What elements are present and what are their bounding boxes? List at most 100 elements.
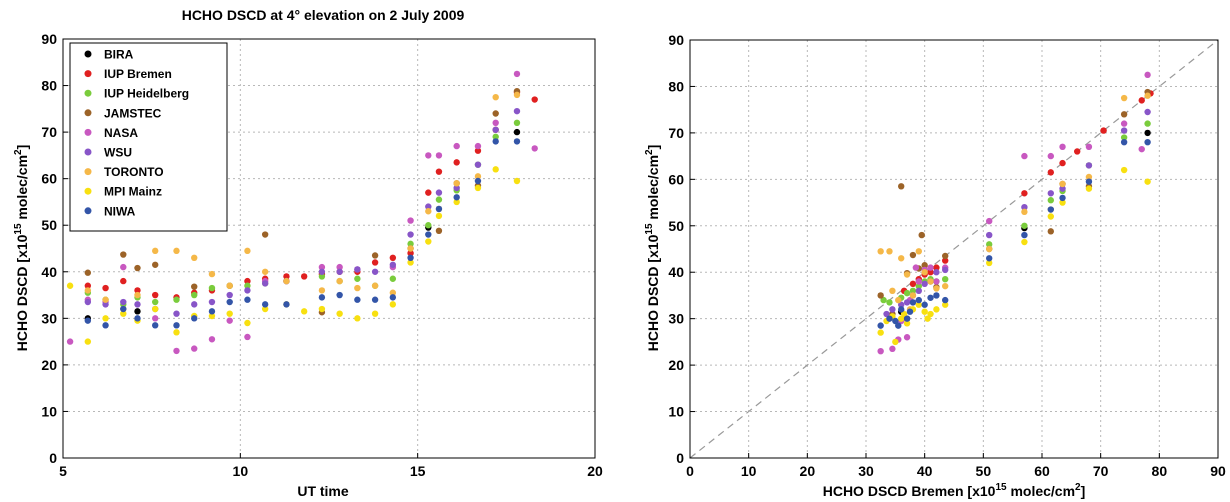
right-point [1144,120,1151,127]
right-point [1059,194,1066,202]
left-point-iup-bremen [84,282,92,289]
legend-marker [84,168,92,176]
left-point-nasa [191,345,198,352]
right-point [1047,152,1055,160]
left-y-tick-label: 90 [41,31,57,47]
right-point [986,255,993,262]
right-point [1021,204,1028,211]
left-point-iup-bremen [152,291,159,299]
right-x-tick-label: 60 [1034,463,1050,479]
right-point [927,264,934,271]
left-point-iup-bremen [474,147,482,154]
legend-marker [84,128,92,136]
left-point-niwa [191,315,198,322]
left-x-axis-label: UT time [297,483,349,499]
right-point [933,278,940,285]
left-point-jamstec [191,283,198,290]
right-point [909,287,917,294]
left-point-wsu [453,184,460,192]
right-scatter-chart: 0 10 20 30 40 50 60 70 80 90 0 10 20 30 40 50 60 70 80 90 H… [644,32,1226,499]
right-data-points [877,71,1154,355]
right-point [1085,162,1093,169]
right-y-tick-label: 40 [668,264,684,280]
left-point-jamstec [134,264,141,272]
left-point-mpi-mainz [354,315,361,322]
right-point [1085,178,1093,185]
left-point-wsu [371,268,379,275]
left-point-mpi-mainz [261,305,269,313]
left-point-nasa [425,152,432,159]
left-point-toronto [283,277,290,285]
right-point [909,292,917,299]
left-point-mpi-mainz [435,212,443,220]
right-point [933,285,940,292]
left-point-niwa [244,296,251,303]
left-point-wsu [425,203,432,210]
right-x-tick-label: 70 [1093,463,1109,479]
left-point-niwa [173,322,180,329]
right-point [1120,166,1128,174]
left-y-axis-label: HCHO DSCD [x1015 molec/cm2] [13,145,30,352]
left-point-mpi-mainz [152,305,159,313]
left-point-niwa [492,138,499,145]
left-point-niwa [84,317,92,324]
left-grid [62,38,596,459]
left-point-toronto [102,296,109,303]
right-point [942,266,949,274]
right-point [1120,127,1128,134]
right-point [986,259,993,267]
left-point-mpi-mainz [226,310,233,317]
left-point-wsu [134,301,141,308]
left-point-mpi-mainz [244,319,251,327]
right-point [921,301,928,308]
right-point [1120,138,1128,146]
right-point [924,315,931,322]
right-point [942,275,949,283]
left-point-toronto [318,287,326,294]
left-point-toronto [354,284,361,292]
left-point-wsu [102,301,109,308]
right-y-tick-label: 80 [668,78,684,94]
right-point [927,278,934,285]
right-point [1021,190,1028,197]
left-point-wsu [354,266,361,273]
left-point-niwa [425,231,432,238]
right-point [942,296,949,304]
left-point-mpi-mainz [84,338,92,345]
left-point-nasa [492,119,499,127]
left-point-niwa [474,177,482,185]
left-point-iup-heidelberg [244,282,251,289]
left-point-jamstec [152,261,159,268]
reference-line [689,39,1219,459]
right-point [1144,71,1151,79]
left-point-iup-bremen [300,273,308,280]
left-point-iup-bremen [531,96,538,103]
left-point-toronto [244,247,251,255]
right-x-tick-label: 90 [1210,463,1226,479]
left-point-iup-heidelberg [318,273,326,280]
left-point-mpi-mainz [513,177,521,185]
left-point-niwa [389,294,397,301]
right-y-axis-label: HCHO DSCD [x1015 molec/cm2] [644,145,661,352]
right-point [1059,199,1066,206]
right-x-tick-label: 10 [741,463,757,479]
right-point [927,294,934,301]
right-point [889,345,896,353]
left-plot-frame [62,38,596,459]
left-point-niwa [513,138,521,145]
right-point [1074,148,1081,155]
right-point [1021,222,1028,229]
right-y-tick-label: 50 [668,218,684,234]
left-y-tick-label: 0 [49,450,57,466]
legend-marker [84,207,92,215]
right-y-tick-label: 90 [668,32,684,48]
right-point [986,231,993,239]
left-point-niwa [407,254,414,262]
left-point-iup-heidelberg [435,196,443,203]
left-point-mpi-mainz [120,310,127,317]
right-point [1021,152,1028,160]
left-x-tick-label: 5 [59,463,67,479]
right-point [886,299,893,306]
legend-label: TORONTO [104,165,164,179]
left-point-iup-bremen [407,249,414,257]
